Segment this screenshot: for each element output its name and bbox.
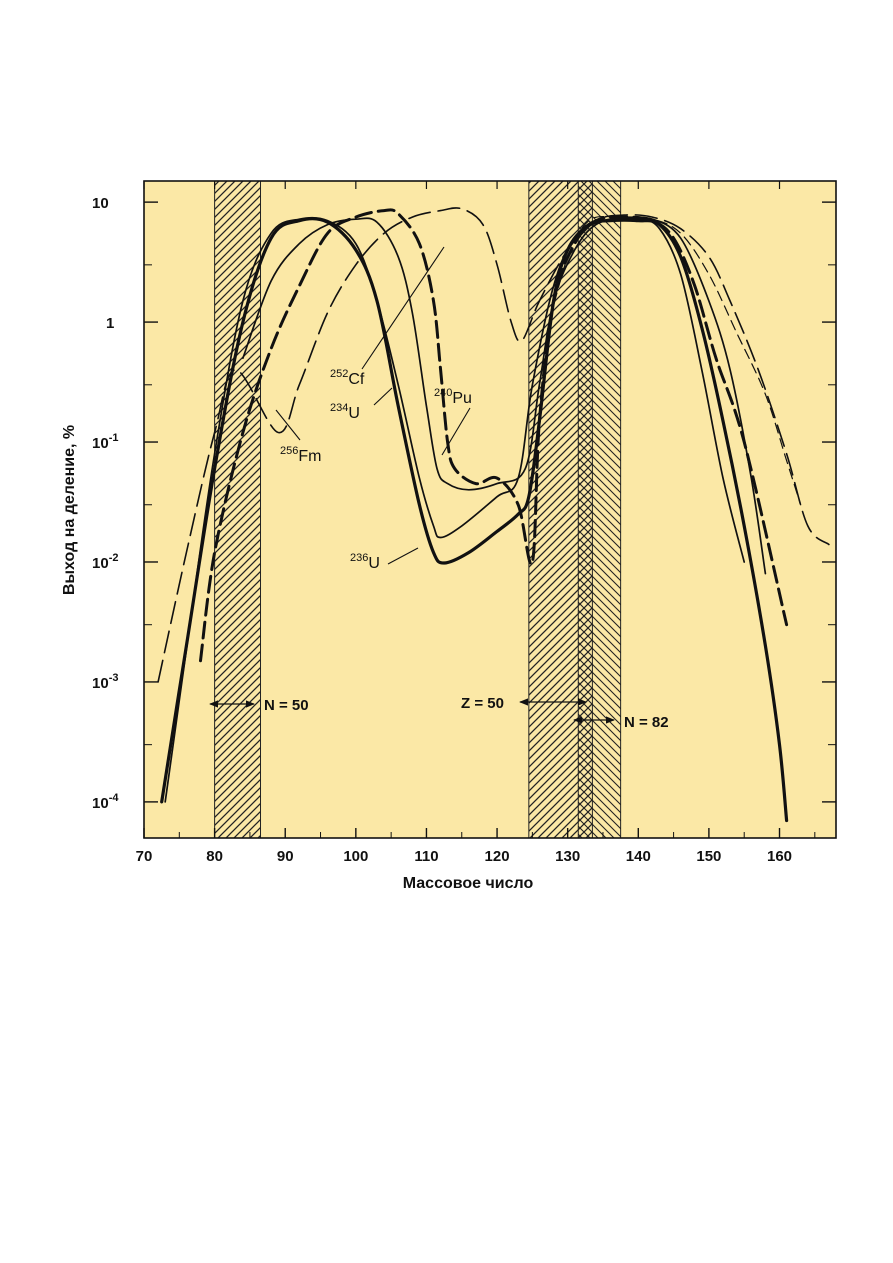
x-tick-label: 110 — [414, 848, 438, 865]
axis-ticks — [143, 181, 836, 838]
x-tick-label: 100 — [343, 848, 368, 865]
label-236u: 236U — [350, 552, 380, 572]
label-n82: N = 82 — [624, 714, 669, 731]
y-tick-label: 10-1 — [92, 432, 118, 452]
x-tick-label: 150 — [696, 848, 721, 865]
series-line-256fm — [157, 207, 830, 683]
plot-frame — [143, 180, 837, 839]
x-tick-label: 120 — [485, 848, 510, 865]
series-line-234u — [164, 216, 746, 803]
label-240pu: 240Pu — [434, 387, 472, 407]
series-line-unlabeled-5 — [545, 215, 802, 506]
label-n50: N = 50 — [264, 697, 309, 714]
x-tick-label: 160 — [767, 848, 792, 865]
series-line-252cf — [242, 216, 767, 575]
shell-annotations: N = 50 Z = 50 N = 82 — [209, 695, 669, 731]
y-tick-labels: 10 1 10-1 10-2 10-3 10-4 — [92, 195, 119, 812]
y-tick-label: 10-3 — [92, 672, 118, 692]
y-tick-label: 1 — [106, 315, 114, 332]
shaded-region-2 — [578, 181, 621, 838]
y-axis-title: Выход на деление, % — [61, 425, 78, 595]
x-tick-label: 90 — [277, 848, 294, 865]
x-tick-label: 130 — [555, 848, 580, 865]
yield-curves — [157, 207, 830, 823]
label-234u: 234U — [330, 402, 360, 422]
y-tick-label: 10-2 — [92, 552, 118, 572]
label-252cf: 252Cf — [330, 368, 365, 388]
x-tick-label: 140 — [626, 848, 651, 865]
x-tick-label: 70 — [136, 848, 153, 865]
x-tick-label: 80 — [206, 848, 223, 865]
label-z50: Z = 50 — [461, 695, 504, 712]
x-axis-title: Массовое число — [403, 875, 534, 892]
series-line-240pu — [199, 208, 789, 663]
x-tick-labels: 70 80 90 100 110 120 130 140 150 160 — [136, 848, 792, 865]
series-line-236u — [160, 217, 789, 823]
y-tick-label: 10 — [92, 195, 109, 212]
y-tick-label: 10-4 — [92, 792, 119, 812]
label-256fm: 256Fm — [280, 445, 321, 465]
curve-labels: 252Cf 234U 240Pu 256Fm 236U — [275, 246, 472, 572]
